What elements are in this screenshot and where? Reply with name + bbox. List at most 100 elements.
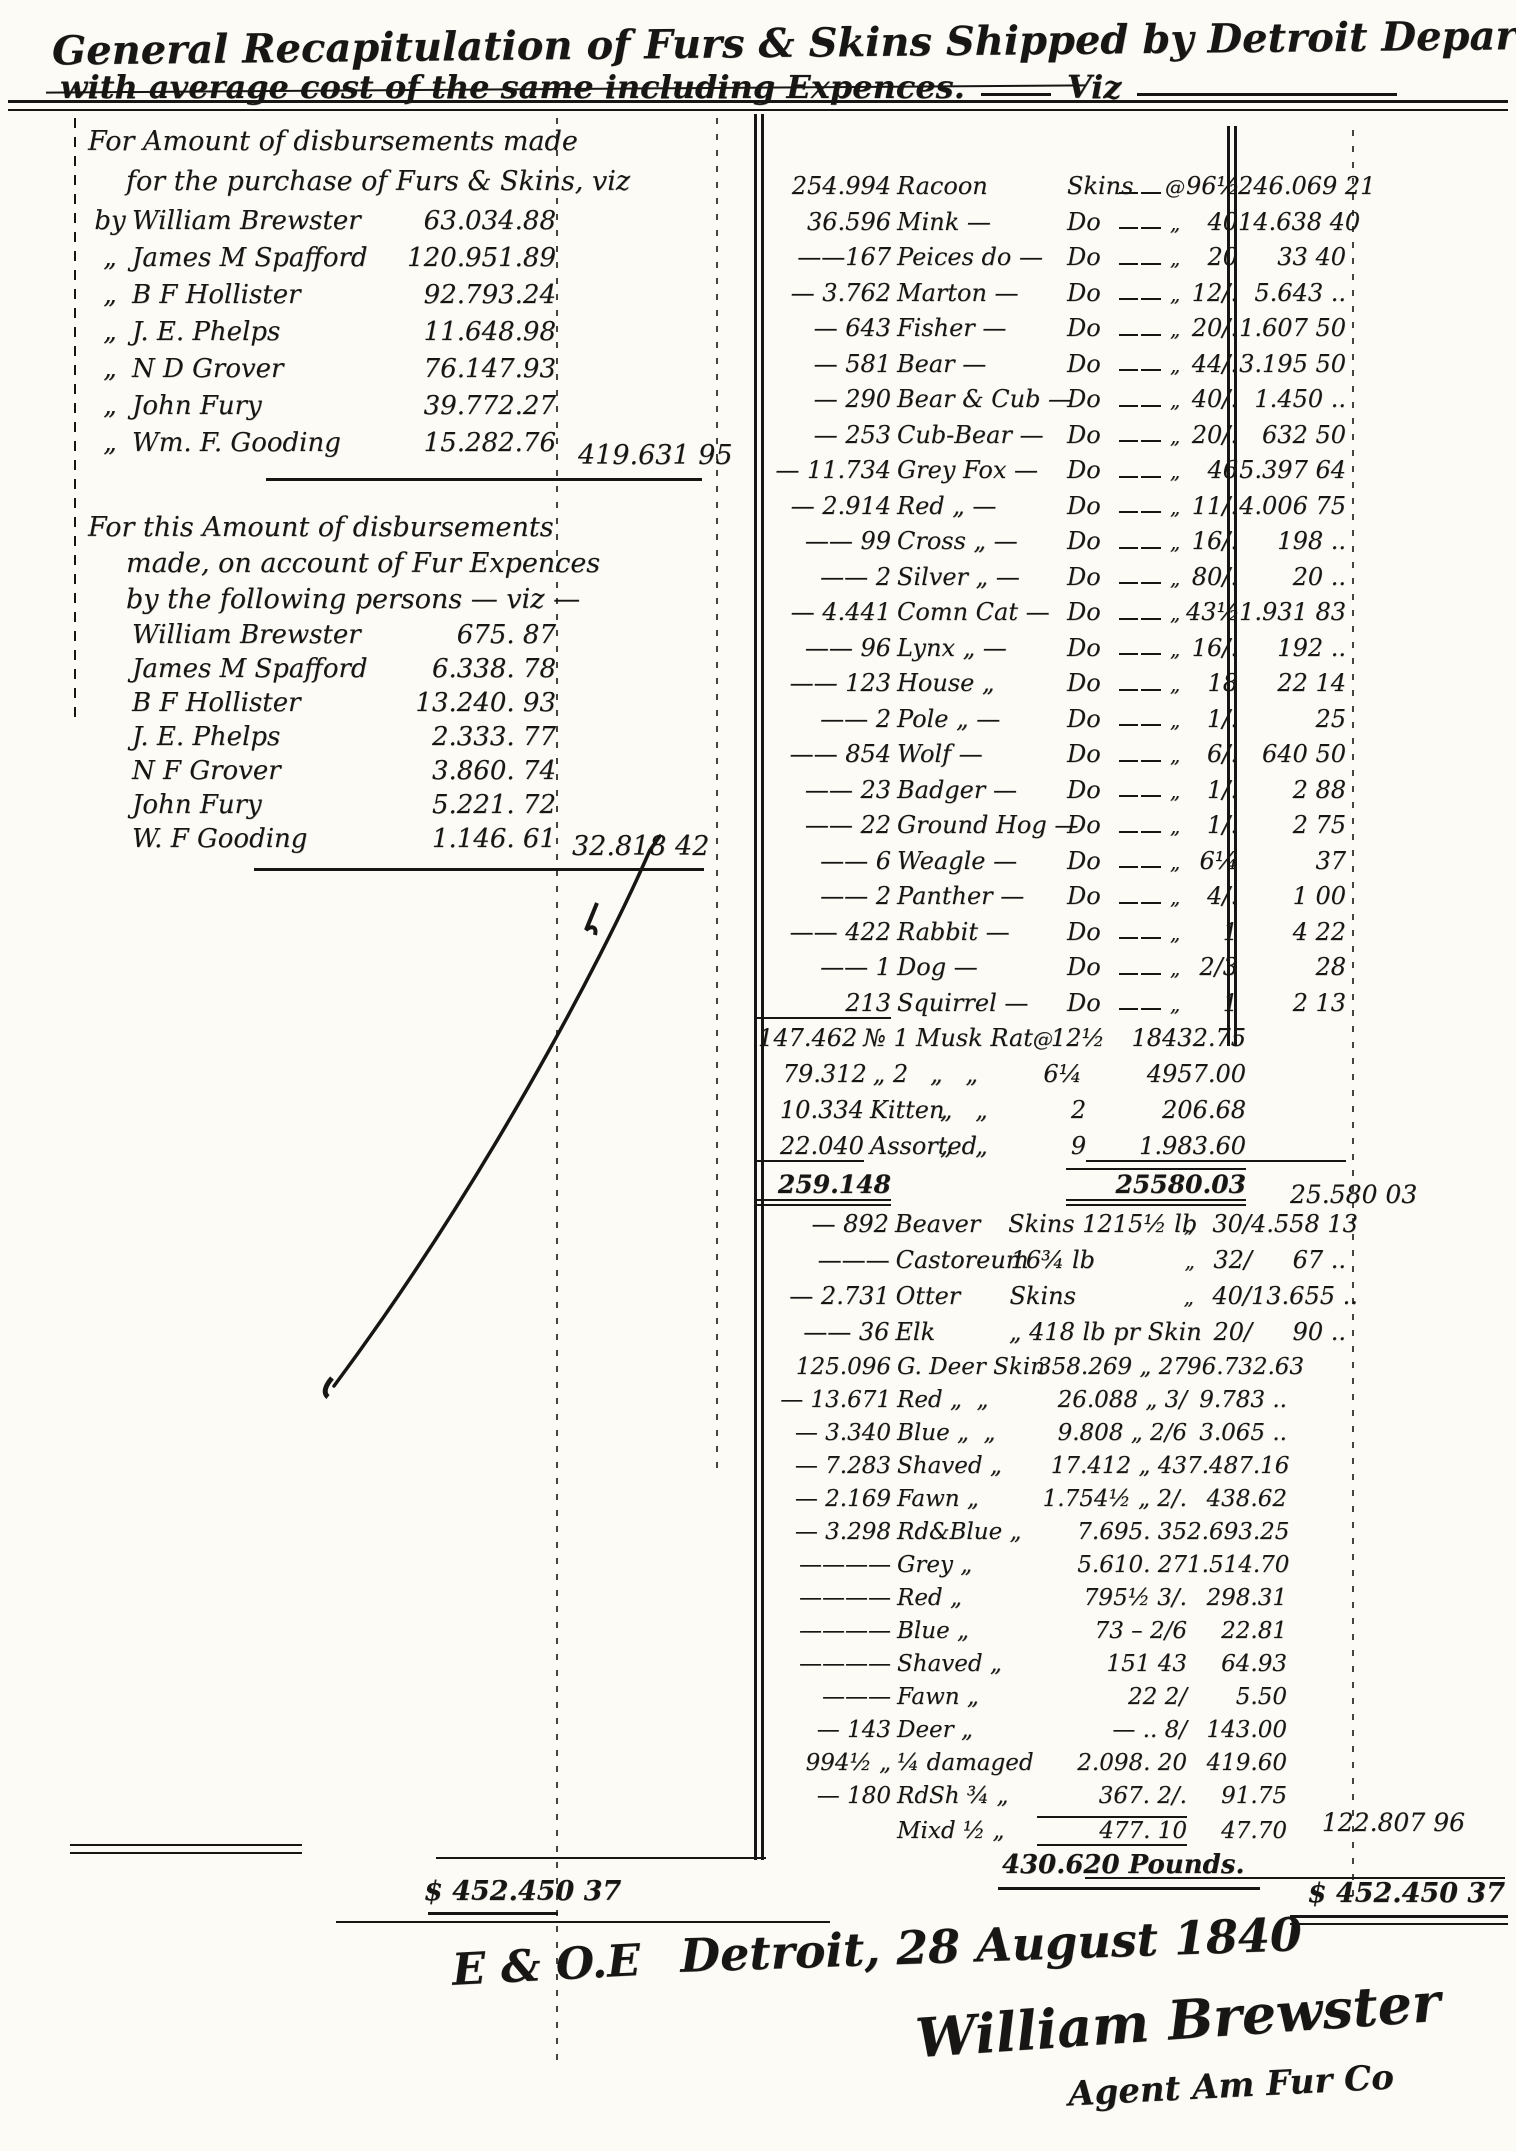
price-cell: 12/. <box>1191 278 1238 307</box>
ledger-row: „ John Fury 39.772.27 <box>88 391 556 428</box>
item-name-cell: Racoon <box>897 172 988 200</box>
item-name-cell: Comn Cat — <box>897 598 1050 626</box>
ledger-row: „ Wm. F. Gooding 15.282.76 <box>88 428 556 465</box>
section1-total: 419.631 95 <box>578 440 733 471</box>
table-row: — 2.169 Fawn „ 1.754½ „ 2/. 438.62 <box>756 1486 1346 1519</box>
section2-total-rule <box>254 868 704 871</box>
price-cell: 20/. <box>1191 314 1238 342</box>
ditto-mark: „ <box>103 354 117 384</box>
at-mark: „ <box>1169 530 1181 554</box>
table-row: — 892 Beaver Skins 1215½ lb „ 30/ 4.558 … <box>756 1210 1357 1246</box>
weight-price-cell: 7.695. 35 <box>1077 1519 1187 1545</box>
ditto-cell: Do <box>1067 633 1101 662</box>
ledger-row: „ B F Hollister 92.793.24 <box>88 280 556 317</box>
price-cell: 43½ <box>1186 598 1240 626</box>
quantity-cell: —— 2 <box>820 882 891 910</box>
table-row: —— 2 Panther — Do „ 4/. 1 00 <box>756 882 1346 918</box>
price-cell: 16/. <box>1191 527 1238 555</box>
ledger-row: „ James M Spafford 120.951.89 <box>88 243 556 280</box>
price-cell: 2/3 <box>1199 953 1238 981</box>
left-margin-rule <box>74 118 76 718</box>
price-cell: 11/. <box>1191 491 1238 520</box>
quantity-cell: ———— <box>799 1552 891 1578</box>
ditto-mark: „ <box>103 317 117 347</box>
page-subtitle: with average cost of the same including … <box>60 68 1460 106</box>
table-row: — 2.914 Red „ — Do „ 11/. 4.006 75 <box>756 492 1346 528</box>
quantity-cell: —— 123 <box>789 669 891 697</box>
quantity-cell: 79.312 <box>782 1060 867 1088</box>
page-title: General Recapitulation of Furs & Skins S… <box>51 9 1516 75</box>
item-name-cell: Mink — <box>897 207 991 236</box>
ditto-cell: Musk Rat <box>915 1024 1033 1052</box>
ditto-cell: Do <box>1067 243 1101 271</box>
quantity-cell: — 2.914 <box>790 491 891 520</box>
item-name-cell: Rd&Blue „ <box>897 1519 1022 1545</box>
quantity-cell: — 2.731 <box>789 1282 890 1310</box>
errors-excepted-mark: E & O.E <box>450 1935 642 1996</box>
deer-summary-total: 122.807 96 <box>1321 1808 1465 1837</box>
ledger-row: W. F Gooding 1.146. 61 <box>88 824 556 858</box>
amount-cell: 246.069 21 <box>1238 172 1376 200</box>
amount-cell: 419.60 <box>1206 1750 1287 1776</box>
at-mark: „ <box>1169 601 1181 625</box>
amount-cell: 1 00 <box>1292 882 1346 910</box>
header-rule-top <box>8 100 1508 103</box>
table-row: 254.994 Racoon Skins @ 96½ 246.069 21 <box>756 172 1376 208</box>
price-cell: 2 <box>1070 1096 1087 1124</box>
section-heading: made, on account of Fur Expences <box>126 548 601 579</box>
amount-cell: 14.638 40 <box>1238 207 1361 236</box>
at-mark: „ <box>1169 991 1181 1016</box>
amount-cell: 4957.00 <box>1146 1060 1246 1088</box>
amount-cell: 2 88 <box>1292 775 1346 804</box>
viz-label: Viz <box>1066 68 1122 106</box>
table-row: —— 2 Silver „ — Do „ 80/. 20 .. <box>756 563 1346 599</box>
weight-price-cell: Skins 1215½ lb <box>1008 1210 1198 1238</box>
item-name-cell: Bear & Cub — <box>897 385 1073 413</box>
amount-cell: 632 50 <box>1262 420 1346 449</box>
person-name: James M Spafford <box>132 654 368 684</box>
price-cell: 12½ <box>1050 1024 1105 1052</box>
rule-dash <box>980 92 1051 96</box>
section-heading: For Amount of disbursements made <box>88 126 578 157</box>
table-row: ———— Red „ 795½ 3/. 298.31 <box>756 1585 1346 1618</box>
quantity-cell: ——— <box>817 1246 890 1274</box>
at-mark: „ <box>1169 707 1181 732</box>
item-name-cell: Peices do — <box>897 243 1043 271</box>
table-row: Mixd ½ „ 477. 10 47.70 <box>756 1816 1346 1849</box>
weight-price-cell: 9.808 „ 2/6 <box>1057 1420 1187 1446</box>
amount-cell: 25 <box>1315 704 1346 733</box>
ditto-cell: „ „ <box>939 1096 988 1124</box>
left-total-rule-above <box>436 1857 766 1859</box>
price-cell: 32/ <box>1213 1246 1252 1274</box>
dash-fill <box>1117 288 1164 304</box>
dash-fill <box>1117 501 1164 517</box>
amount-cell: 90 .. <box>1292 1318 1346 1346</box>
amount-cell: 67 .. <box>1292 1246 1346 1274</box>
quantity-cell: — 3.298 <box>794 1519 891 1545</box>
item-name-cell: Assorted <box>869 1132 977 1160</box>
amount-value: 76.147.93 <box>423 354 556 384</box>
quantity-cell: —— 1 <box>820 953 891 981</box>
quantity-cell: 147.462 <box>758 1024 858 1052</box>
item-name-cell: Pole „ — <box>897 704 1001 733</box>
grand-total-right: $ 452.450 37 <box>1307 1878 1505 1909</box>
amount-cell: 192 .. <box>1277 633 1346 662</box>
amount-cell: 28 <box>1315 953 1346 981</box>
item-name-cell: Blue „ <box>897 1618 969 1644</box>
item-name-cell: „ 2 <box>872 1060 909 1088</box>
ledger-row: B F Hollister 13.240. 93 <box>88 688 556 722</box>
at-mark: „ <box>1183 1213 1195 1237</box>
weight-price-cell: 5.610. 27 <box>1077 1552 1187 1578</box>
at-mark: „ <box>1169 956 1181 980</box>
header-rule-bottom <box>8 109 1508 111</box>
item-name-cell: Fawn „ <box>897 1684 979 1710</box>
muskrat-total-row: 259.148 25580.03 <box>756 1168 1346 1210</box>
dash-fill <box>1117 608 1164 624</box>
table-row: ———— Grey „ 5.610. 27 1.514.70 <box>756 1552 1346 1585</box>
quantity-cell: 213 <box>756 989 891 1019</box>
quantity-cell: — 892 <box>811 1210 889 1238</box>
price-cell: 6¼ <box>1199 846 1238 875</box>
table-row: — 11.734 Grey Fox — Do „ 46 5.397 64 <box>756 456 1346 492</box>
quantity-cell: —— 36 <box>803 1318 890 1346</box>
quantity-cell: — 643 <box>813 314 891 342</box>
